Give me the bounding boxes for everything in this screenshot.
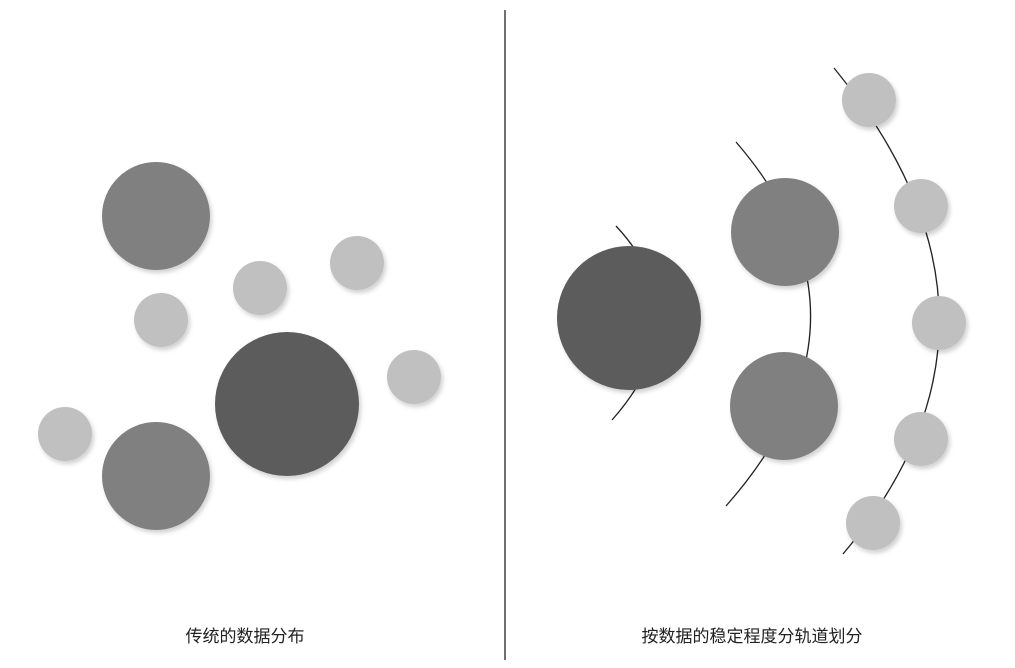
medium-circle-orbit: [730, 352, 838, 460]
light-circle-orbit: [842, 73, 896, 127]
medium-circle-bottom: [102, 422, 210, 530]
left-panel-traditional: [38, 162, 441, 530]
right-panel-orbits: [557, 67, 966, 555]
medium-circle-orbit: [731, 178, 839, 286]
light-circle-orbit: [846, 496, 900, 550]
medium-circle-top: [102, 162, 210, 270]
light-circle: [233, 261, 287, 315]
light-circle: [330, 236, 384, 290]
dark-circle-center: [215, 332, 359, 476]
caption-traditional: 传统的数据分布: [185, 627, 305, 647]
light-circle: [387, 350, 441, 404]
light-circle-orbit: [912, 296, 966, 350]
light-circle-orbit: [894, 412, 948, 466]
light-circle: [38, 407, 92, 461]
light-circle: [134, 293, 188, 347]
light-circle-orbit: [894, 179, 948, 233]
caption-orbit: 按数据的稳定程度分轨道划分: [641, 627, 863, 647]
dark-circle-core: [557, 246, 701, 390]
